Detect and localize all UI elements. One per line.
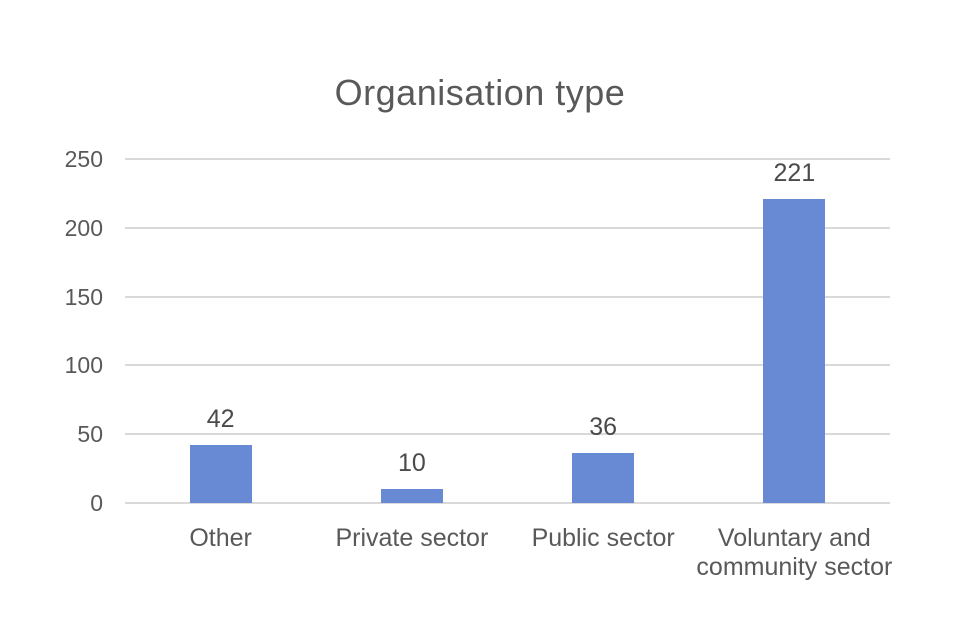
y-axis-tick-label: 0 — [90, 490, 103, 516]
y-axis-tick-label: 100 — [64, 352, 103, 379]
bar-other — [189, 445, 252, 503]
x-axis-category-label: Voluntary and community sector — [696, 524, 893, 581]
y-axis-tick-label: 200 — [64, 214, 103, 241]
gridline — [125, 502, 890, 504]
y-axis-tick-label: 250 — [64, 146, 103, 172]
gridline — [125, 226, 890, 229]
gridline — [125, 364, 890, 367]
gridline — [125, 433, 890, 436]
gridline — [125, 295, 890, 298]
x-axis-category-label: Public sector — [531, 524, 675, 552]
x-axis-category-label: Other — [189, 524, 252, 552]
bar-voluntary-and-community-sector — [763, 198, 826, 503]
chart-title: Organisation type — [334, 72, 626, 113]
bar-value-label: 42 — [206, 405, 235, 434]
bar-value-label: 36 — [589, 413, 618, 442]
y-axis-tick-label: 150 — [64, 283, 103, 310]
bar-public-sector — [572, 453, 635, 503]
gridline — [125, 158, 890, 160]
bar-value-label: 221 — [773, 158, 816, 187]
x-axis-category-label: Private sector — [335, 524, 489, 552]
y-axis-tick-label: 50 — [77, 421, 103, 448]
bar-private-sector — [380, 489, 443, 503]
bar-value-label: 10 — [397, 449, 426, 478]
plot-area: 42 10 36 221 — [125, 158, 890, 504]
